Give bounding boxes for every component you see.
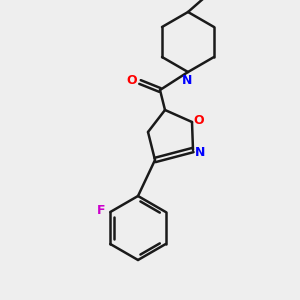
Text: N: N bbox=[195, 146, 205, 158]
Text: N: N bbox=[182, 74, 192, 86]
Text: O: O bbox=[194, 113, 204, 127]
Text: O: O bbox=[127, 74, 137, 88]
Text: F: F bbox=[97, 205, 106, 218]
